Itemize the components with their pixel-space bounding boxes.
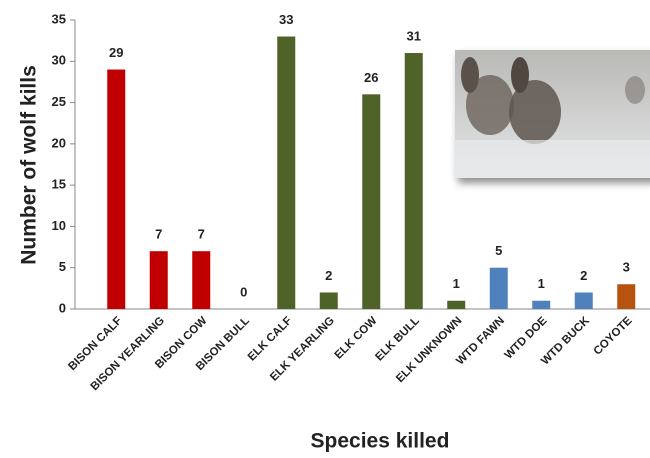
y-tick-label: 15 xyxy=(52,177,66,192)
y-tick-label: 0 xyxy=(59,300,66,315)
bar xyxy=(532,300,551,309)
value-label: 5 xyxy=(495,243,502,258)
bar xyxy=(319,292,338,309)
x-tick-label: BISON YEARLING xyxy=(89,315,167,393)
value-label: 7 xyxy=(198,227,205,242)
value-label: 26 xyxy=(364,70,378,85)
y-tick-label: 10 xyxy=(52,218,66,233)
bar xyxy=(362,94,381,309)
value-label: 1 xyxy=(453,276,460,291)
bar xyxy=(277,36,296,310)
bar xyxy=(149,251,168,309)
value-label: 2 xyxy=(325,268,332,283)
x-tick-label: COYOTE xyxy=(592,315,635,358)
value-label: 31 xyxy=(407,28,421,43)
x-axis-title: Species killed xyxy=(311,430,450,453)
value-label: 1 xyxy=(538,276,545,291)
value-label: 0 xyxy=(240,284,247,299)
bar xyxy=(574,292,593,309)
bar xyxy=(617,284,636,309)
bar xyxy=(404,53,423,310)
y-tick-label: 5 xyxy=(59,259,66,274)
value-label: 3 xyxy=(623,260,630,275)
y-tick-label: 25 xyxy=(52,94,66,109)
value-label: 7 xyxy=(155,227,162,242)
y-axis-title: Number of wolf kills xyxy=(18,65,41,265)
bar xyxy=(447,300,466,309)
y-tick-label: 20 xyxy=(52,135,66,150)
bar xyxy=(192,251,211,309)
bar xyxy=(107,69,126,310)
photo-inset xyxy=(455,50,650,178)
value-label: 29 xyxy=(109,45,123,60)
value-label: 33 xyxy=(279,12,293,27)
y-tick-label: 35 xyxy=(52,11,66,26)
y-tick-label: 30 xyxy=(52,53,66,68)
value-label: 2 xyxy=(580,268,587,283)
bar xyxy=(489,267,508,309)
